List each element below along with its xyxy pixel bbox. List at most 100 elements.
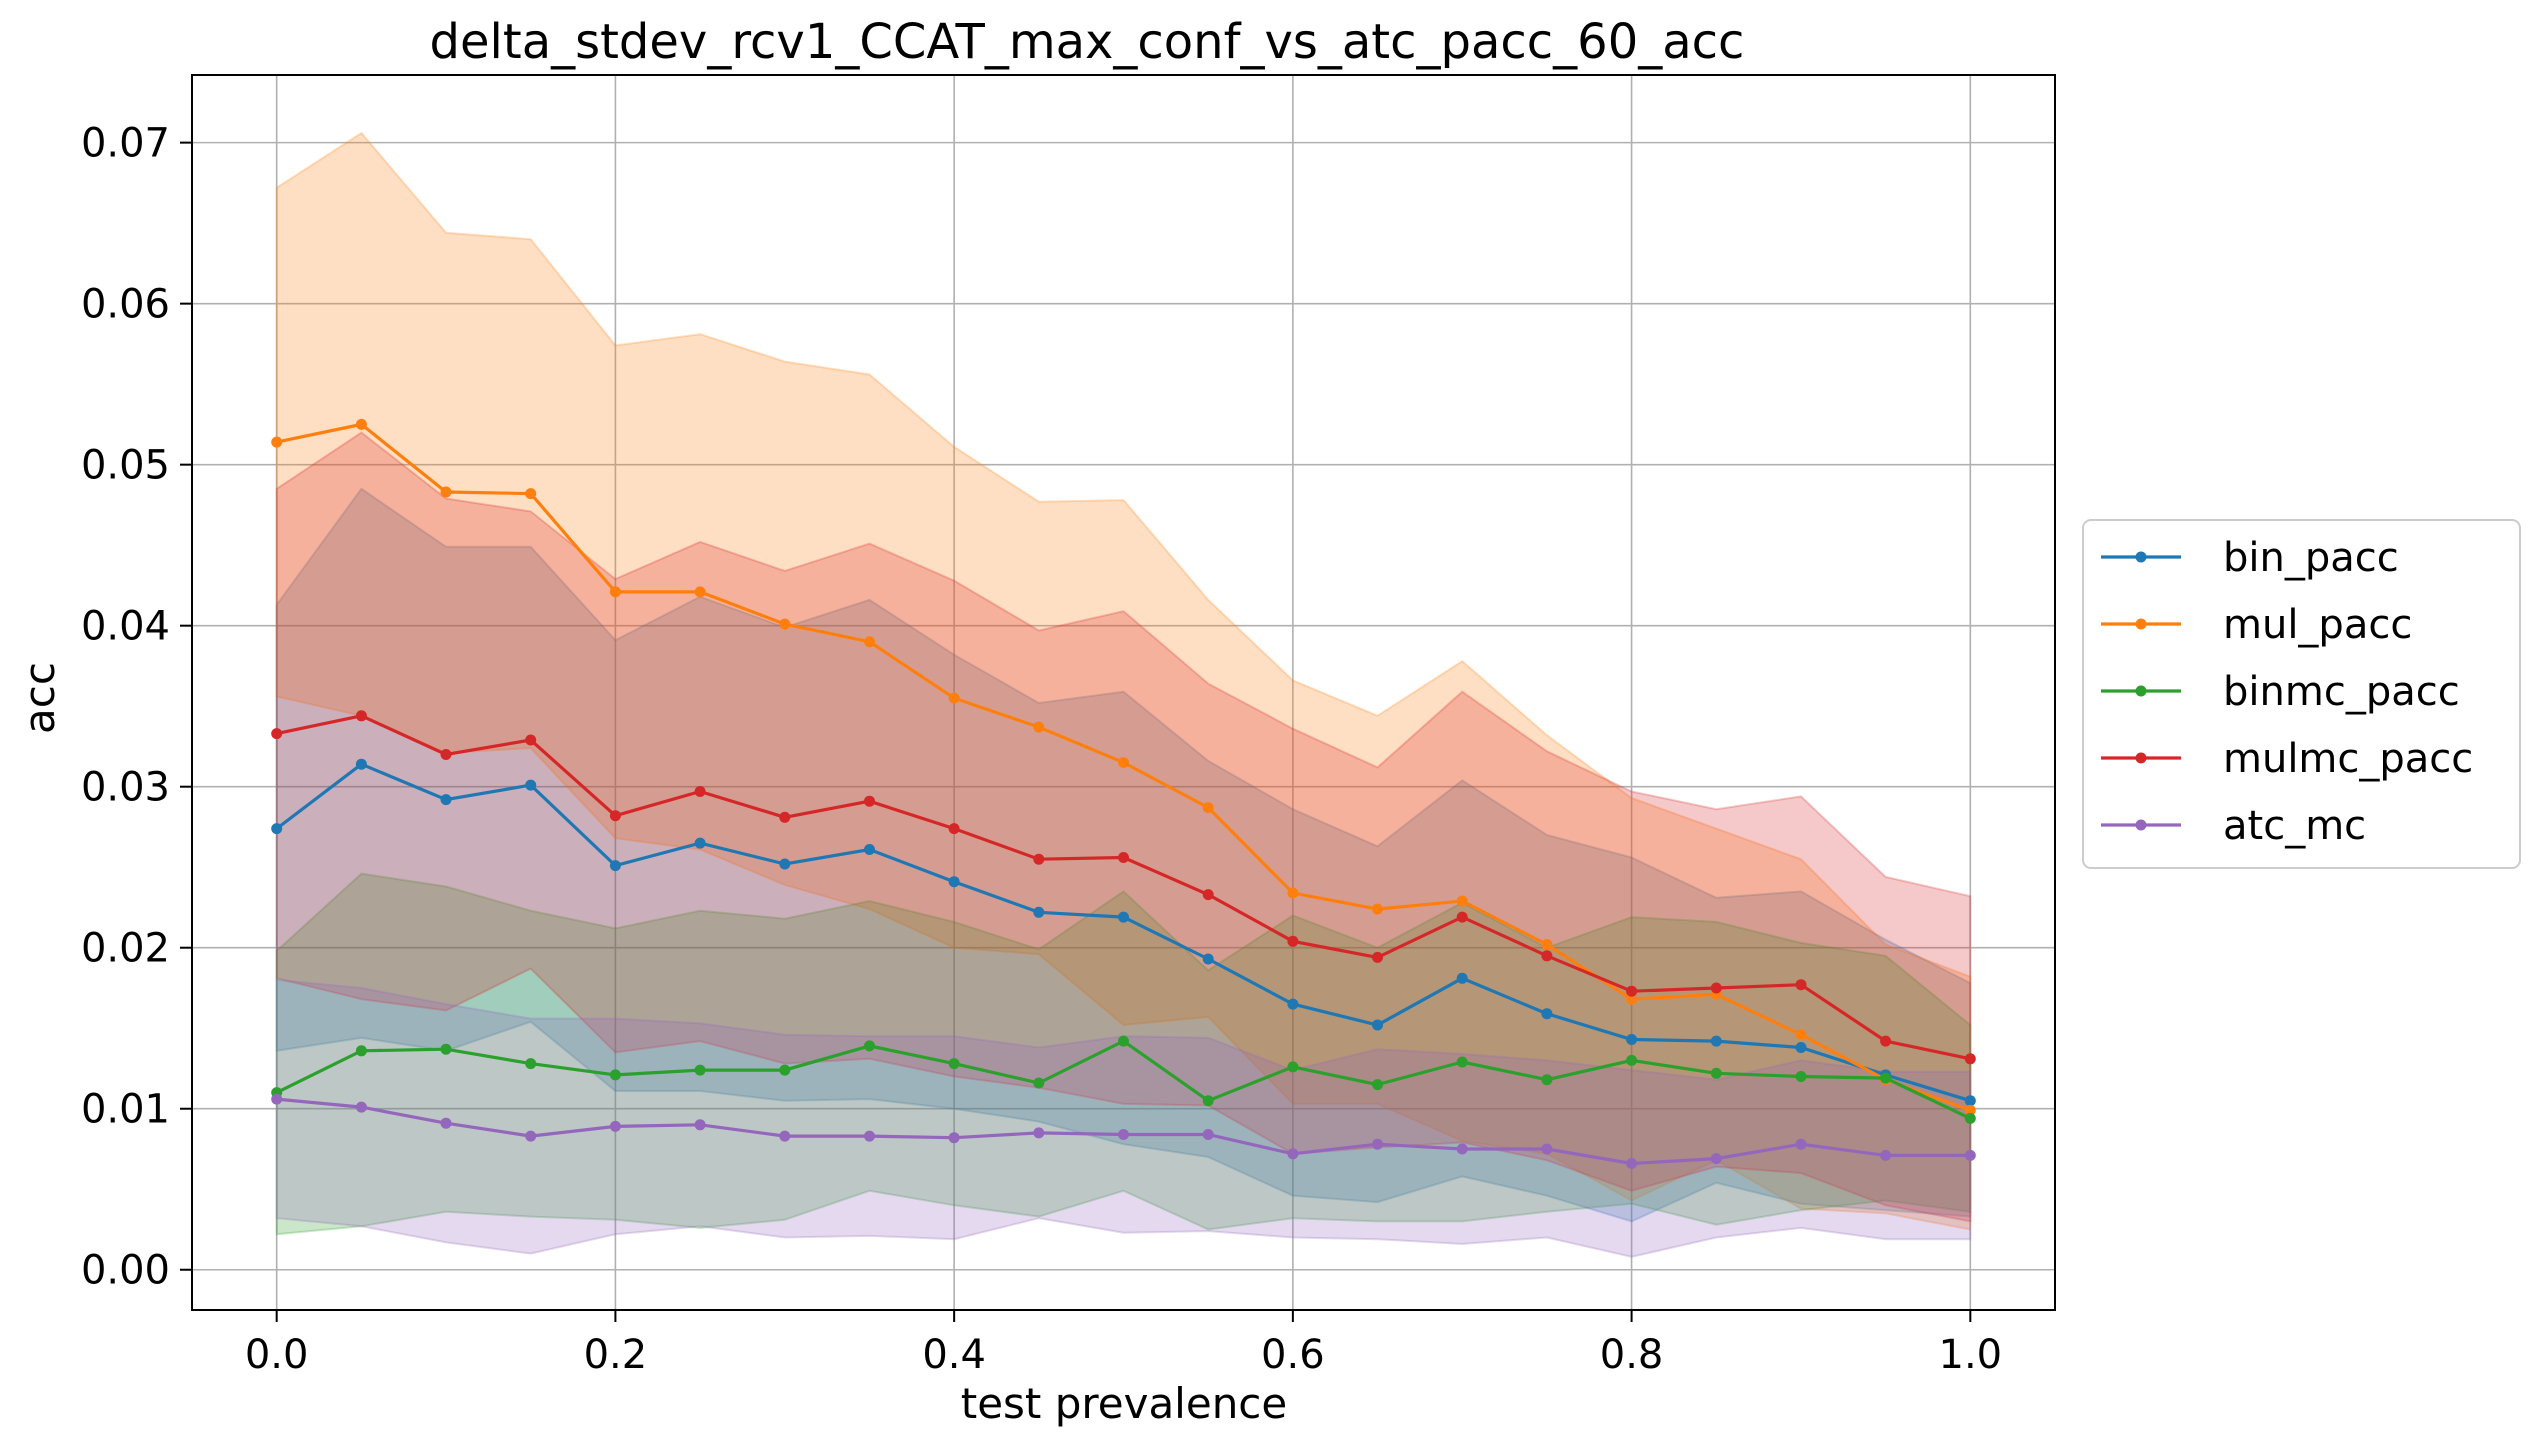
band-atc_mc — [275, 978, 1972, 1258]
point-binmc_pacc — [355, 1045, 367, 1057]
point-atc_mc — [948, 1132, 960, 1144]
y-tick-label: 0.03 — [81, 765, 170, 811]
y-tick-label: 0.01 — [81, 1087, 170, 1133]
point-atc_mc — [1287, 1148, 1299, 1160]
point-mul_pacc — [948, 692, 960, 704]
legend-marker-binmc_pacc — [2135, 685, 2147, 697]
point-mulmc_pacc — [694, 786, 706, 797]
point-atc_mc — [1372, 1138, 1383, 1150]
legend: bin_pacc mul_pacc binmc_pacc mulmc_pacc atc_… — [2082, 519, 2521, 869]
point-binmc_pacc — [948, 1058, 960, 1070]
chart-title: delta_stdev_rcv1_CCAT_max_conf_vs_atc_pa… — [430, 14, 1745, 70]
point-binmc_pacc — [864, 1040, 875, 1052]
point-binmc_pacc — [694, 1064, 706, 1076]
point-binmc_pacc — [440, 1043, 452, 1055]
point-bin_pacc — [609, 860, 621, 872]
point-mulmc_pacc — [1541, 950, 1553, 962]
point-atc_mc — [1880, 1149, 1892, 1161]
x-tick-label: 0.0 — [245, 1332, 309, 1378]
point-bin_pacc — [355, 758, 367, 770]
point-bin_pacc — [525, 779, 537, 791]
point-mulmc_pacc — [1202, 889, 1214, 901]
y-axis: 0.00 0.01 0.02 0.03 0.04 0.05 0.06 0.07 — [81, 121, 192, 1294]
point-mul_pacc — [1964, 1104, 1976, 1116]
point-mulmc_pacc — [1626, 985, 1638, 997]
legend-label-mul_pacc: mul_pacc — [2223, 602, 2412, 648]
point-binmc_pacc — [1626, 1054, 1638, 1066]
point-binmc_pacc — [1710, 1067, 1722, 1079]
point-mulmc_pacc — [1710, 982, 1722, 994]
point-bin_pacc — [948, 876, 960, 888]
point-mulmc_pacc — [1880, 1035, 1892, 1047]
point-bin_pacc — [1287, 998, 1299, 1010]
point-bin_pacc — [1372, 1019, 1383, 1031]
point-mul_pacc — [1287, 887, 1299, 899]
legend-label-binmc_pacc: binmc_pacc — [2223, 669, 2460, 715]
point-atc_mc — [1541, 1143, 1553, 1155]
legend-marker-mul_pacc — [2135, 618, 2147, 630]
point-mul_pacc — [271, 436, 283, 448]
point-mulmc_pacc — [948, 823, 960, 835]
point-mul_pacc — [1795, 1029, 1807, 1041]
x-tick-label: 0.6 — [1261, 1332, 1325, 1378]
point-bin_pacc — [1202, 953, 1214, 965]
point-mulmc_pacc — [1456, 911, 1468, 923]
point-mul_pacc — [1626, 993, 1638, 1005]
legend-label-bin_pacc: bin_pacc — [2223, 535, 2399, 581]
y-axis-label: acc — [15, 662, 64, 734]
point-bin_pacc — [271, 823, 283, 835]
point-binmc_pacc — [1964, 1112, 1976, 1124]
point-binmc_pacc — [609, 1069, 621, 1081]
point-mulmc_pacc — [609, 810, 621, 822]
legend-label-mulmc_pacc: mulmc_pacc — [2223, 736, 2473, 782]
point-mul_pacc — [1202, 802, 1214, 814]
y-tick-label: 0.05 — [81, 443, 170, 489]
point-atc_mc — [609, 1120, 621, 1132]
x-axis: 0.0 0.2 0.4 0.6 0.8 1.0 — [245, 1310, 2002, 1378]
point-mulmc_pacc — [355, 710, 367, 722]
point-bin_pacc — [1795, 1042, 1807, 1053]
point-bin_pacc — [864, 844, 875, 855]
y-tick-label: 0.04 — [81, 604, 170, 650]
point-binmc_pacc — [1456, 1056, 1468, 1068]
point-binmc_pacc — [1202, 1095, 1214, 1107]
point-mul_pacc — [694, 586, 706, 598]
point-binmc_pacc — [1541, 1074, 1553, 1086]
point-binmc_pacc — [1372, 1079, 1383, 1091]
point-mulmc_pacc — [1287, 935, 1299, 947]
point-mulmc_pacc — [271, 728, 283, 740]
grid — [192, 75, 2055, 1310]
point-mul_pacc — [355, 418, 367, 430]
legend-label-atc_mc: atc_mc — [2223, 803, 2366, 849]
point-mulmc_pacc — [1372, 951, 1383, 963]
point-mul_pacc — [1033, 721, 1045, 733]
point-mulmc_pacc — [525, 734, 537, 746]
point-binmc_pacc — [1118, 1035, 1129, 1047]
point-mulmc_pacc — [440, 749, 452, 760]
point-binmc_pacc — [1880, 1072, 1892, 1084]
point-mul_pacc — [864, 636, 875, 648]
point-mulmc_pacc — [1033, 853, 1045, 865]
point-atc_mc — [779, 1130, 791, 1142]
point-mul_pacc — [1118, 757, 1129, 768]
point-binmc_pacc — [525, 1058, 537, 1070]
x-tick-label: 0.2 — [584, 1332, 648, 1378]
plot-frame — [191, 74, 2056, 1311]
point-atc_mc — [1710, 1153, 1722, 1165]
x-tick-label: 1.0 — [1939, 1332, 2003, 1378]
point-atc_mc — [1118, 1129, 1129, 1140]
point-atc_mc — [864, 1130, 875, 1142]
x-tick-label: 0.8 — [1600, 1332, 1664, 1378]
point-atc_mc — [525, 1130, 537, 1142]
point-bin_pacc — [1456, 972, 1468, 984]
point-atc_mc — [440, 1117, 452, 1129]
point-mulmc_pacc — [1118, 852, 1129, 863]
point-bin_pacc — [1710, 1035, 1722, 1047]
point-atc_mc — [1033, 1127, 1045, 1139]
point-mul_pacc — [609, 586, 621, 598]
point-mulmc_pacc — [1964, 1053, 1976, 1065]
x-tick-label: 0.4 — [922, 1332, 986, 1378]
y-tick-label: 0.06 — [81, 282, 170, 328]
legend-box — [2082, 519, 2521, 869]
